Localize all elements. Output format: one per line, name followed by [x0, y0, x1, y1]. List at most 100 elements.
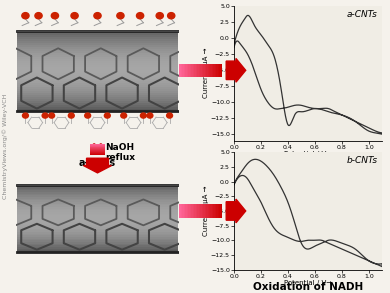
Bar	[184, 205, 185, 217]
Bar	[90, 148, 105, 149]
Bar	[17, 229, 178, 230]
Bar	[212, 64, 213, 77]
Bar	[206, 205, 207, 217]
Bar	[17, 212, 178, 214]
Bar	[218, 205, 219, 217]
Bar	[183, 64, 184, 77]
Bar	[206, 64, 207, 77]
Bar	[219, 205, 221, 217]
Bar	[213, 205, 215, 217]
Bar	[181, 64, 183, 77]
Bar	[17, 31, 178, 33]
Bar	[183, 205, 184, 217]
Text: b-CNTs: b-CNTs	[347, 156, 378, 165]
Bar	[212, 205, 213, 217]
Bar	[90, 150, 105, 151]
Circle shape	[22, 13, 29, 19]
Bar	[17, 209, 178, 210]
Bar	[203, 205, 204, 217]
Bar	[17, 55, 178, 57]
Bar	[17, 47, 178, 49]
FancyArrowPatch shape	[94, 145, 101, 152]
Bar	[17, 49, 178, 51]
Bar	[17, 247, 178, 249]
Bar	[200, 64, 202, 77]
Circle shape	[35, 13, 42, 19]
Bar	[17, 210, 178, 212]
Bar	[188, 205, 190, 217]
Bar	[90, 145, 105, 146]
Bar	[188, 64, 190, 77]
Bar	[17, 67, 178, 69]
Bar	[17, 99, 178, 101]
Bar	[17, 89, 178, 91]
Bar	[17, 239, 178, 240]
Bar	[194, 205, 196, 217]
Text: NaOH
reflux: NaOH reflux	[105, 143, 135, 162]
Bar	[17, 195, 178, 197]
Bar	[17, 232, 178, 234]
Bar	[185, 64, 187, 77]
Bar	[17, 217, 178, 219]
Bar	[17, 237, 178, 239]
Bar	[221, 205, 222, 217]
Bar	[17, 220, 178, 222]
Bar	[199, 64, 200, 77]
Bar	[17, 199, 178, 200]
Bar	[207, 64, 209, 77]
Bar	[17, 187, 178, 188]
Bar	[17, 95, 178, 97]
Bar	[17, 190, 178, 192]
Bar	[207, 205, 209, 217]
Bar	[17, 109, 178, 111]
Bar	[17, 91, 178, 93]
Bar	[181, 205, 183, 217]
Circle shape	[71, 13, 78, 19]
Bar	[17, 103, 178, 105]
Y-axis label: Current / μA →: Current / μA →	[204, 186, 209, 236]
Circle shape	[23, 113, 28, 118]
Bar	[17, 83, 178, 85]
Text: a-CNTs: a-CNTs	[79, 158, 116, 168]
Bar	[17, 39, 178, 41]
Bar	[221, 64, 222, 77]
Bar	[17, 75, 178, 77]
Bar	[213, 64, 215, 77]
Circle shape	[42, 113, 48, 118]
Bar	[202, 205, 203, 217]
Bar	[17, 242, 178, 244]
Bar	[204, 64, 206, 77]
Bar	[17, 225, 178, 227]
Bar	[17, 207, 178, 209]
Bar	[203, 64, 204, 77]
Circle shape	[105, 113, 110, 118]
Bar	[17, 192, 178, 194]
Bar	[190, 205, 191, 217]
Bar	[17, 101, 178, 103]
Bar	[17, 222, 178, 224]
Bar	[17, 73, 178, 75]
Bar	[209, 205, 211, 217]
X-axis label: Potential / V→: Potential / V→	[284, 151, 332, 157]
Circle shape	[51, 13, 58, 19]
Bar	[90, 153, 105, 154]
Bar	[187, 205, 188, 217]
Bar	[190, 64, 191, 77]
Bar	[17, 234, 178, 235]
Bar	[17, 65, 178, 67]
Circle shape	[167, 113, 172, 118]
Bar	[90, 149, 105, 150]
Bar	[204, 205, 206, 217]
Text: ChemistryViews.org/© Wiley-VCH: ChemistryViews.org/© Wiley-VCH	[2, 94, 7, 199]
Bar	[199, 205, 200, 217]
Bar	[90, 144, 105, 145]
Bar	[185, 205, 187, 217]
Circle shape	[168, 13, 175, 19]
Circle shape	[117, 13, 124, 19]
Bar	[191, 64, 193, 77]
Bar	[17, 215, 178, 217]
Bar	[215, 64, 216, 77]
Bar	[17, 69, 178, 71]
Bar	[17, 250, 178, 252]
Bar	[209, 64, 211, 77]
